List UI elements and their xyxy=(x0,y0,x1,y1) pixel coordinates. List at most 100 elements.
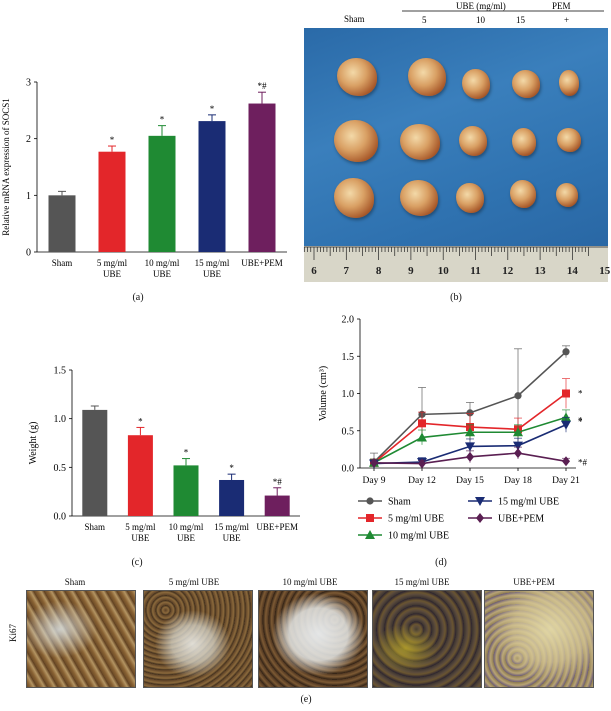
photo-header-pem: PEM xyxy=(552,1,571,11)
significance-marker-1: * xyxy=(138,416,143,426)
legend-label-2: 10 mg/ml UBE xyxy=(388,531,449,542)
x-tick-label-2: UBE xyxy=(153,269,172,279)
ruler-label: 7 xyxy=(344,265,350,277)
significance-marker-1: * xyxy=(110,135,115,145)
photo-col-pem: + xyxy=(564,15,569,25)
photo-col-15: 15 xyxy=(516,15,526,25)
end-annotation-4: *# xyxy=(578,457,588,467)
bar-3 xyxy=(198,121,226,252)
micro-title-sham: Sham xyxy=(64,577,86,587)
point-4-4 xyxy=(562,456,570,467)
point-2-1 xyxy=(417,432,427,442)
y-tick-label: 1.5 xyxy=(54,366,67,377)
point-1-4 xyxy=(562,389,570,398)
x-tick-label: Day 21 xyxy=(552,476,580,486)
point-3-3 xyxy=(513,441,523,451)
photo-blue-background: 6 7 8 9 10 11 12 13 14 15 xyxy=(303,28,611,282)
photo-ruler: 6 7 8 9 10 11 12 13 14 15 xyxy=(303,246,611,282)
legend-marker-0 xyxy=(366,497,374,505)
legend-label-3: 15 mg/ml UBE xyxy=(498,497,559,508)
tumor-15-3 xyxy=(510,180,536,208)
photo-header: UBE (mg/ml) PEM Sham 5 10 15 + xyxy=(344,1,604,25)
point-2-3 xyxy=(513,427,523,437)
significance-marker-2: * xyxy=(184,448,189,458)
tumor-sham-3 xyxy=(334,178,374,218)
point-3-4 xyxy=(561,420,571,430)
micrograph-5 xyxy=(143,590,253,688)
y-tick-label: 0.0 xyxy=(342,464,355,475)
ruler-label: 9 xyxy=(408,265,414,277)
point-3-2 xyxy=(465,442,475,452)
y-tick-label: 1.0 xyxy=(342,389,355,400)
bar-1 xyxy=(98,151,126,252)
x-tick-label: Day 15 xyxy=(456,476,484,486)
point-2-4 xyxy=(561,412,571,422)
x-tick-label: Day 12 xyxy=(408,476,436,486)
tumor-5-2 xyxy=(400,124,440,160)
point-2-2 xyxy=(465,427,475,437)
panel-label-e: (e) xyxy=(300,694,312,705)
tumor-10-3 xyxy=(456,183,484,213)
significance-marker-3: * xyxy=(229,463,234,473)
micrograph-15 xyxy=(372,590,482,688)
point-4-0 xyxy=(370,457,378,468)
photo-header-ube: UBE (mg/ml) xyxy=(456,1,506,11)
y-tick-label: 3 xyxy=(26,78,31,89)
bar-0 xyxy=(48,195,76,252)
bar-1 xyxy=(127,435,153,516)
photo-col-10: 10 xyxy=(476,15,486,25)
x-tick-label-1: 5 mg/ml xyxy=(97,258,128,268)
panel-label-d: (d) xyxy=(435,557,447,568)
x-tick-label-3: UBE xyxy=(223,533,242,543)
x-tick-label: Day 18 xyxy=(504,476,532,486)
significance-marker-4: *# xyxy=(258,81,268,91)
y-tick-label: 0.5 xyxy=(54,463,67,474)
y-tick-label: 1 xyxy=(26,191,31,202)
legend-label-1: 5 mg/ml UBE xyxy=(388,514,444,525)
point-1-1 xyxy=(418,419,426,428)
bar-0 xyxy=(82,409,108,516)
y-tick-label: 0.0 xyxy=(54,512,67,523)
point-4-1 xyxy=(418,458,426,469)
bar-2 xyxy=(173,465,199,516)
photo-col-5: 5 xyxy=(422,15,427,25)
ruler-label: 13 xyxy=(535,265,547,277)
x-tick-label-3: 15 mg/ml xyxy=(214,522,249,532)
ki67-row-label: Ki67 xyxy=(8,624,18,642)
legend-marker-1 xyxy=(366,514,374,522)
legend-label-4: UBE+PEM xyxy=(498,514,544,525)
tumor-pem-3 xyxy=(556,183,578,207)
y-tick-label: 0.5 xyxy=(342,426,355,437)
bar-3 xyxy=(219,479,245,516)
y-axis-label: Weight (g) xyxy=(28,422,39,465)
micrograph-sham xyxy=(26,590,136,688)
ruler-label: 10 xyxy=(438,265,450,277)
point-0-3 xyxy=(514,392,522,400)
bar-4 xyxy=(248,103,276,253)
legend-marker-4 xyxy=(476,513,484,523)
ruler-label: 15 xyxy=(599,265,611,277)
x-tick-label-0: Sham xyxy=(85,522,106,532)
point-0-2 xyxy=(466,409,474,417)
tumor-15-1 xyxy=(512,70,540,98)
y-tick-label: 2 xyxy=(26,134,31,145)
y-tick-label: 2.0 xyxy=(342,315,355,326)
x-tick-label-2: 10 mg/ml xyxy=(145,258,180,268)
significance-marker-4: *# xyxy=(273,477,283,487)
x-tick-label-3: 15 mg/ml xyxy=(195,258,230,268)
tumor-5-1 xyxy=(408,58,446,96)
point-4-3 xyxy=(514,448,522,459)
tumor-sham-1 xyxy=(337,58,377,96)
x-tick-label: Day 9 xyxy=(363,476,386,486)
y-tick-label: 0 xyxy=(26,248,31,259)
ruler-label: 6 xyxy=(311,265,317,277)
significance-marker-3: * xyxy=(210,104,215,114)
micrograph-10 xyxy=(258,590,368,688)
chart-d-tumor-volume: 0.0 0.5 1.0 1.5 2.0 Day 9 Day 12 Day 15 Day 18 Da… xyxy=(318,315,588,542)
tumor-photo-panel: UBE (mg/ml) PEM Sham 5 10 15 + 6 7 8 9 10 11 1… xyxy=(303,1,611,282)
x-tick-label-0: Sham xyxy=(52,258,73,268)
x-tick-label-1: 5 mg/ml xyxy=(125,522,156,532)
tumor-pem-2 xyxy=(557,128,581,152)
y-axis-label: Relative mRNA expression of SOCS1 xyxy=(1,98,11,236)
